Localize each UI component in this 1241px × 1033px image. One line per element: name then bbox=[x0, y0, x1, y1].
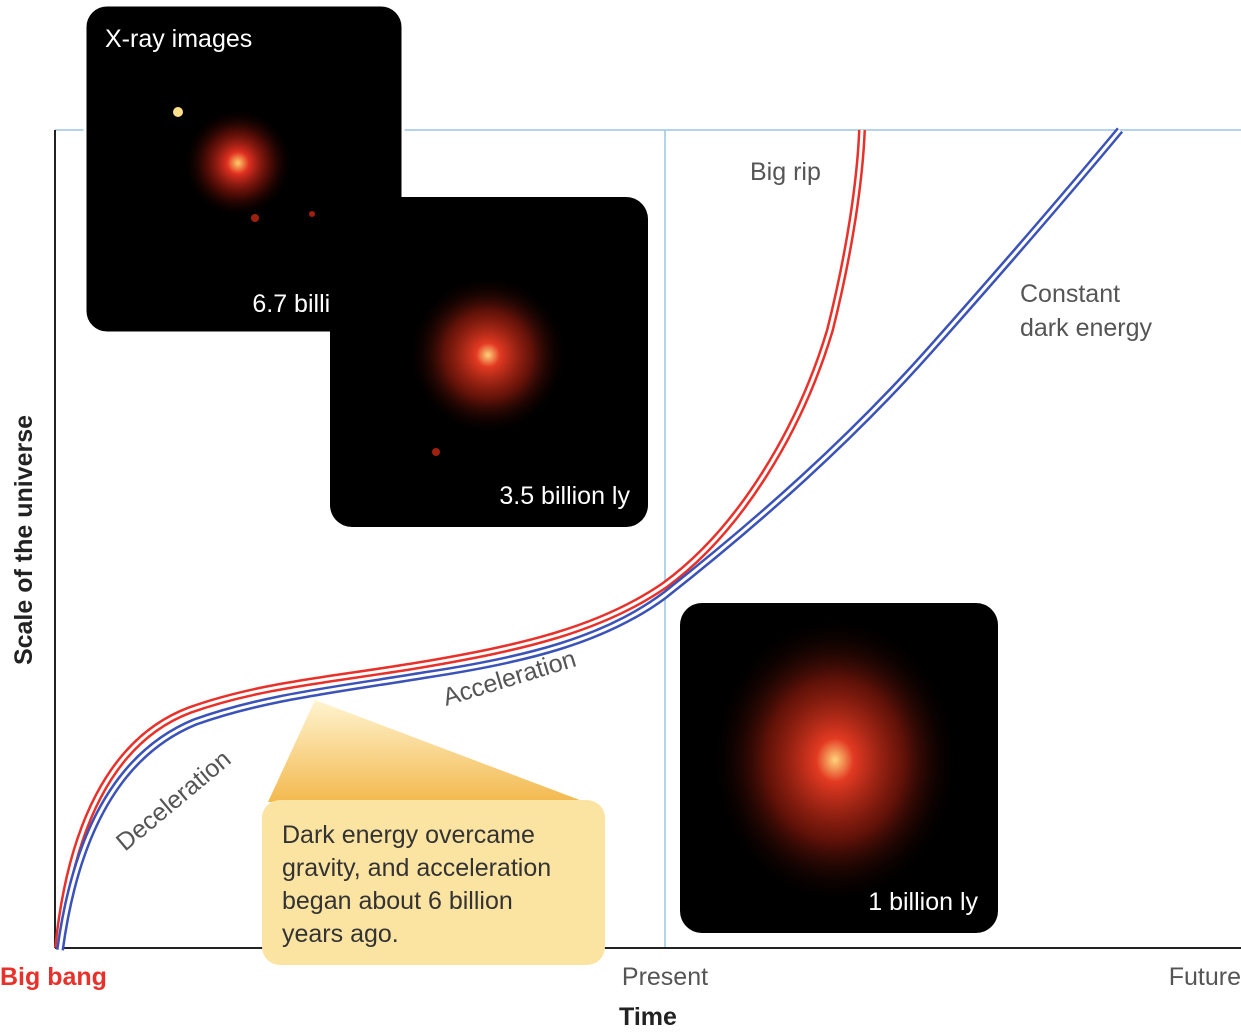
y-axis-title: Scale of the universe bbox=[10, 415, 38, 665]
callout-line: gravity, and acceleration bbox=[282, 854, 551, 882]
image-label: 3.5 billion ly bbox=[499, 482, 630, 510]
xray-image-2: 3.5 billion ly bbox=[330, 197, 648, 527]
big-rip-label: Big rip bbox=[750, 158, 821, 186]
callout-line: began about 6 billion bbox=[282, 887, 513, 915]
big-bang-label: Big bang bbox=[0, 963, 107, 991]
deceleration-label: Deceleration bbox=[111, 745, 237, 857]
constant-curve-core bbox=[58, 129, 1122, 951]
present-label: Present bbox=[622, 963, 708, 991]
callout-pointer bbox=[268, 700, 585, 802]
xray-image-1: X-ray images 6.7 billion ly bbox=[83, 3, 405, 335]
callout-box bbox=[262, 800, 605, 965]
callout-text: Dark energy overcame gravity, and accele… bbox=[282, 821, 551, 948]
big-rip-curve-core bbox=[56, 129, 864, 949]
image-title: X-ray images bbox=[105, 25, 252, 53]
xray-image-3: 1 billion ly bbox=[680, 603, 998, 933]
constant-label: dark energy bbox=[1020, 314, 1153, 342]
callout-line: Dark energy overcame bbox=[282, 821, 535, 849]
image-label: 1 billion ly bbox=[868, 888, 978, 916]
x-axis-title: Time bbox=[619, 1003, 677, 1028]
future-label: Future bbox=[1169, 963, 1241, 991]
callout-line: years ago. bbox=[282, 920, 399, 948]
constant-label: Constant bbox=[1020, 280, 1120, 308]
